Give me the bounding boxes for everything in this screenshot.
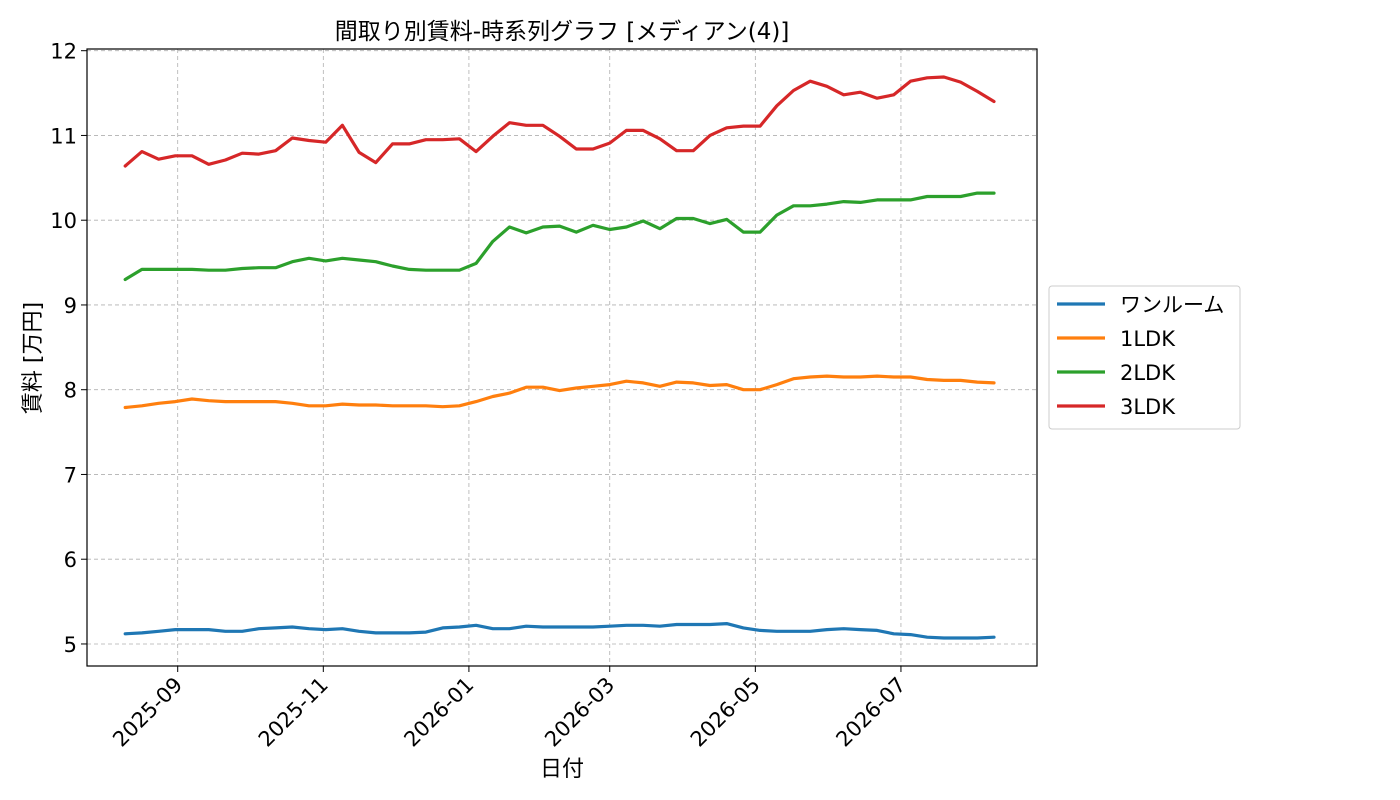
plot-frame (86, 48, 1038, 667)
y-tick-label: 7 (64, 463, 77, 487)
legend-label: ワンルーム (1120, 293, 1224, 317)
series-lines (123, 75, 996, 640)
series-line (123, 75, 996, 168)
x-axis-label: 日付 (540, 757, 584, 782)
series-line (123, 621, 996, 640)
y-tick-label: 12 (50, 40, 77, 64)
series-line (123, 374, 996, 410)
y-tick-label: 5 (64, 633, 77, 657)
y-tick-label: 8 (64, 379, 77, 403)
legend-label: 1LDK (1120, 327, 1176, 351)
legend: ワンルーム 1LDK 2LDK 3LDK (1048, 285, 1241, 430)
legend-label: 3LDK (1120, 395, 1176, 419)
y-tick-label: 9 (64, 294, 77, 318)
grid (87, 49, 1037, 666)
y-tick-label: 11 (50, 124, 77, 148)
y-axis-label: 賃料 [万円] (21, 302, 46, 414)
chart-title: 間取り別賃料-時系列グラフ [メディアン(4)] (335, 19, 790, 45)
y-tick-label: 6 (64, 548, 77, 572)
legend-label: 2LDK (1120, 361, 1176, 385)
y-axis: 5 6 7 8 9 10 11 12 (50, 40, 87, 657)
legend-box (1048, 285, 1241, 430)
y-tick-label: 10 (50, 209, 77, 233)
series-line (123, 191, 996, 282)
